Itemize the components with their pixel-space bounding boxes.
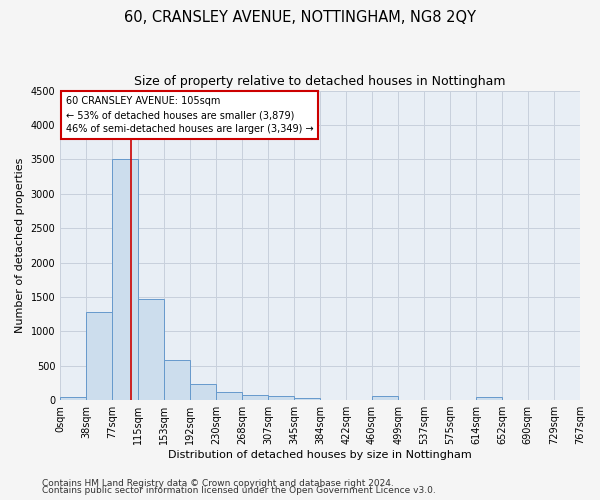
Bar [60, 398, 86, 400]
Text: Contains HM Land Registry data © Crown copyright and database right 2024.: Contains HM Land Registry data © Crown c… [42, 478, 394, 488]
Text: Contains public sector information licensed under the Open Government Licence v3: Contains public sector information licen… [42, 486, 436, 495]
Bar [294, 398, 320, 400]
Bar [164, 360, 190, 400]
Bar [242, 394, 268, 400]
Bar [216, 392, 242, 400]
Bar [112, 160, 138, 400]
Bar [476, 396, 502, 400]
Text: 60 CRANSLEY AVENUE: 105sqm
← 53% of detached houses are smaller (3,879)
46% of s: 60 CRANSLEY AVENUE: 105sqm ← 53% of deta… [65, 96, 313, 134]
X-axis label: Distribution of detached houses by size in Nottingham: Distribution of detached houses by size … [168, 450, 472, 460]
Bar [372, 396, 398, 400]
Text: 60, CRANSLEY AVENUE, NOTTINGHAM, NG8 2QY: 60, CRANSLEY AVENUE, NOTTINGHAM, NG8 2QY [124, 10, 476, 25]
Bar [138, 299, 164, 400]
Bar [190, 384, 216, 400]
Bar [268, 396, 294, 400]
Y-axis label: Number of detached properties: Number of detached properties [15, 158, 25, 333]
Title: Size of property relative to detached houses in Nottingham: Size of property relative to detached ho… [134, 75, 506, 88]
Bar [86, 312, 112, 400]
